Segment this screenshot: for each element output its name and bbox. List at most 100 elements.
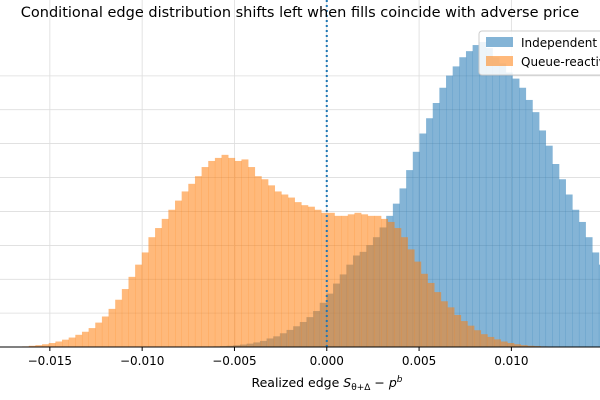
histogram-bar-independent (419, 133, 427, 347)
histogram-bar-queue-reactive (228, 157, 236, 347)
histogram-bar-independent (439, 87, 447, 347)
histogram-bar-independent (426, 118, 434, 347)
histogram-bar-queue-reactive (474, 330, 482, 347)
x-tick-label: −0.005 (212, 354, 256, 368)
x-axis-label-prefix: Realized edge (251, 375, 343, 390)
histogram-bar-independent (545, 145, 553, 347)
histogram-bar-queue-reactive (248, 167, 256, 347)
histogram-bar-queue-reactive (394, 228, 402, 347)
histogram-bar-independent (485, 48, 493, 347)
legend-swatch-independent (486, 37, 513, 47)
histogram-bar-independent (572, 209, 580, 347)
histogram-bar-queue-reactive (440, 301, 448, 347)
histogram-bar-independent (565, 194, 573, 347)
histogram-bar-queue-reactive (81, 331, 89, 347)
histogram-bar-queue-reactive (68, 337, 76, 347)
histogram-bar-queue-reactive (374, 215, 382, 347)
x-axis-label-p-superscript: b (397, 375, 403, 385)
histogram-bar-queue-reactive (467, 325, 475, 347)
histogram-bar-queue-reactive (155, 228, 163, 347)
histogram-bar-independent (472, 45, 480, 348)
histogram-bar-queue-reactive (42, 344, 50, 347)
histogram-bar-independent (446, 75, 453, 348)
histogram-bar-queue-reactive (148, 237, 156, 347)
histogram-bar-queue-reactive (367, 215, 375, 347)
histogram-bar-queue-reactive (527, 345, 535, 347)
x-tick-label: 0.005 (402, 354, 436, 368)
histogram-bar-independent (559, 179, 566, 347)
histogram-bar-queue-reactive (141, 252, 149, 347)
histogram-bar-queue-reactive (447, 307, 455, 347)
histogram-bar-queue-reactive (500, 341, 508, 347)
histogram-bar-queue-reactive (307, 206, 315, 347)
histogram-bar-queue-reactive (487, 336, 495, 347)
histogram-bar-queue-reactive (494, 339, 501, 347)
histogram-bar-queue-reactive (387, 221, 395, 347)
histogram-bar-independent (505, 72, 513, 347)
x-axis-label-p: p (388, 375, 397, 390)
histogram-bar-independent (459, 57, 467, 347)
histogram-bar-queue-reactive (513, 344, 521, 347)
histogram-bar-independent (592, 252, 600, 347)
histogram-bar-independent (598, 264, 600, 347)
histogram-bar-queue-reactive (128, 276, 136, 347)
histogram-bar-queue-reactive (400, 237, 408, 347)
chart-title: Conditional edge distribution shifts lef… (21, 5, 579, 21)
histogram-bar-queue-reactive (354, 212, 362, 347)
histogram-bar-queue-reactive (327, 212, 335, 347)
histogram-bar-queue-reactive (181, 191, 189, 347)
histogram-bar-queue-reactive (507, 343, 515, 347)
histogram-bar-queue-reactive (268, 185, 276, 347)
x-tick-label: 0.000 (310, 354, 344, 368)
histogram-bar-queue-reactive (234, 160, 242, 347)
histogram-bar-queue-reactive (115, 299, 123, 347)
histogram-bar-queue-reactive (341, 215, 349, 347)
x-axis-label-s: S (343, 375, 351, 390)
histogram-bar-queue-reactive (95, 322, 103, 347)
histogram-bar-queue-reactive (75, 334, 83, 347)
histogram-bar-queue-reactive (221, 154, 229, 347)
histogram-bar-queue-reactive (288, 197, 295, 347)
histogram-bar-independent (479, 42, 487, 347)
histogram-bar-independent (585, 237, 593, 347)
histogram-bar-queue-reactive (321, 212, 329, 347)
histogram-bar-independent (532, 112, 540, 348)
histogram-bar-queue-reactive (194, 176, 202, 347)
x-axis-label-s-subscript: θ+Δ (351, 383, 371, 393)
histogram-bar-queue-reactive (175, 200, 182, 347)
histogram-bar-queue-reactive (261, 179, 269, 347)
histogram-bar-queue-reactive (381, 218, 388, 347)
histogram-bar-queue-reactive (301, 205, 309, 347)
histogram-bar-queue-reactive (281, 194, 289, 347)
histogram-bar-queue-reactive (294, 202, 302, 347)
histogram-bar-queue-reactive (135, 264, 143, 347)
histogram-bar-queue-reactive (347, 214, 355, 347)
histogram-bar-queue-reactive (460, 321, 468, 347)
histogram-bar-queue-reactive (274, 191, 282, 347)
histogram-bar-queue-reactive (208, 160, 216, 347)
histogram-bar-queue-reactive (101, 316, 109, 347)
histogram-bar-independent (578, 221, 586, 347)
histogram-bar-queue-reactive (420, 273, 428, 347)
histogram-bar-queue-reactive (434, 292, 442, 347)
histogram-bar-queue-reactive (188, 183, 196, 347)
histogram-bar-independent (465, 51, 473, 348)
x-axis: −0.015 −0.010 −0.005 0.000 0.005 0.010 (0, 346, 600, 368)
histogram-bar-queue-reactive (334, 215, 342, 347)
histogram-bar-queue-reactive (254, 176, 262, 347)
histogram-bar-queue-reactive (427, 282, 435, 347)
histogram-bar-independent (525, 99, 533, 347)
histogram-bar-independent (552, 164, 560, 347)
legend-label-independent: Independent (521, 36, 597, 50)
x-tick-label: −0.010 (120, 354, 164, 368)
histogram-bar-queue-reactive (88, 328, 96, 347)
histogram-bar-independent (539, 130, 547, 347)
histogram-bar-independent (499, 63, 507, 347)
histogram-bar-queue-reactive (241, 159, 249, 347)
histogram-bar-queue-reactive (361, 214, 369, 347)
histogram-bar-queue-reactive (407, 249, 415, 347)
histogram-bar-queue-reactive (480, 334, 488, 347)
histogram-bar-queue-reactive (108, 308, 116, 347)
histogram-bar-queue-reactive (55, 341, 63, 347)
